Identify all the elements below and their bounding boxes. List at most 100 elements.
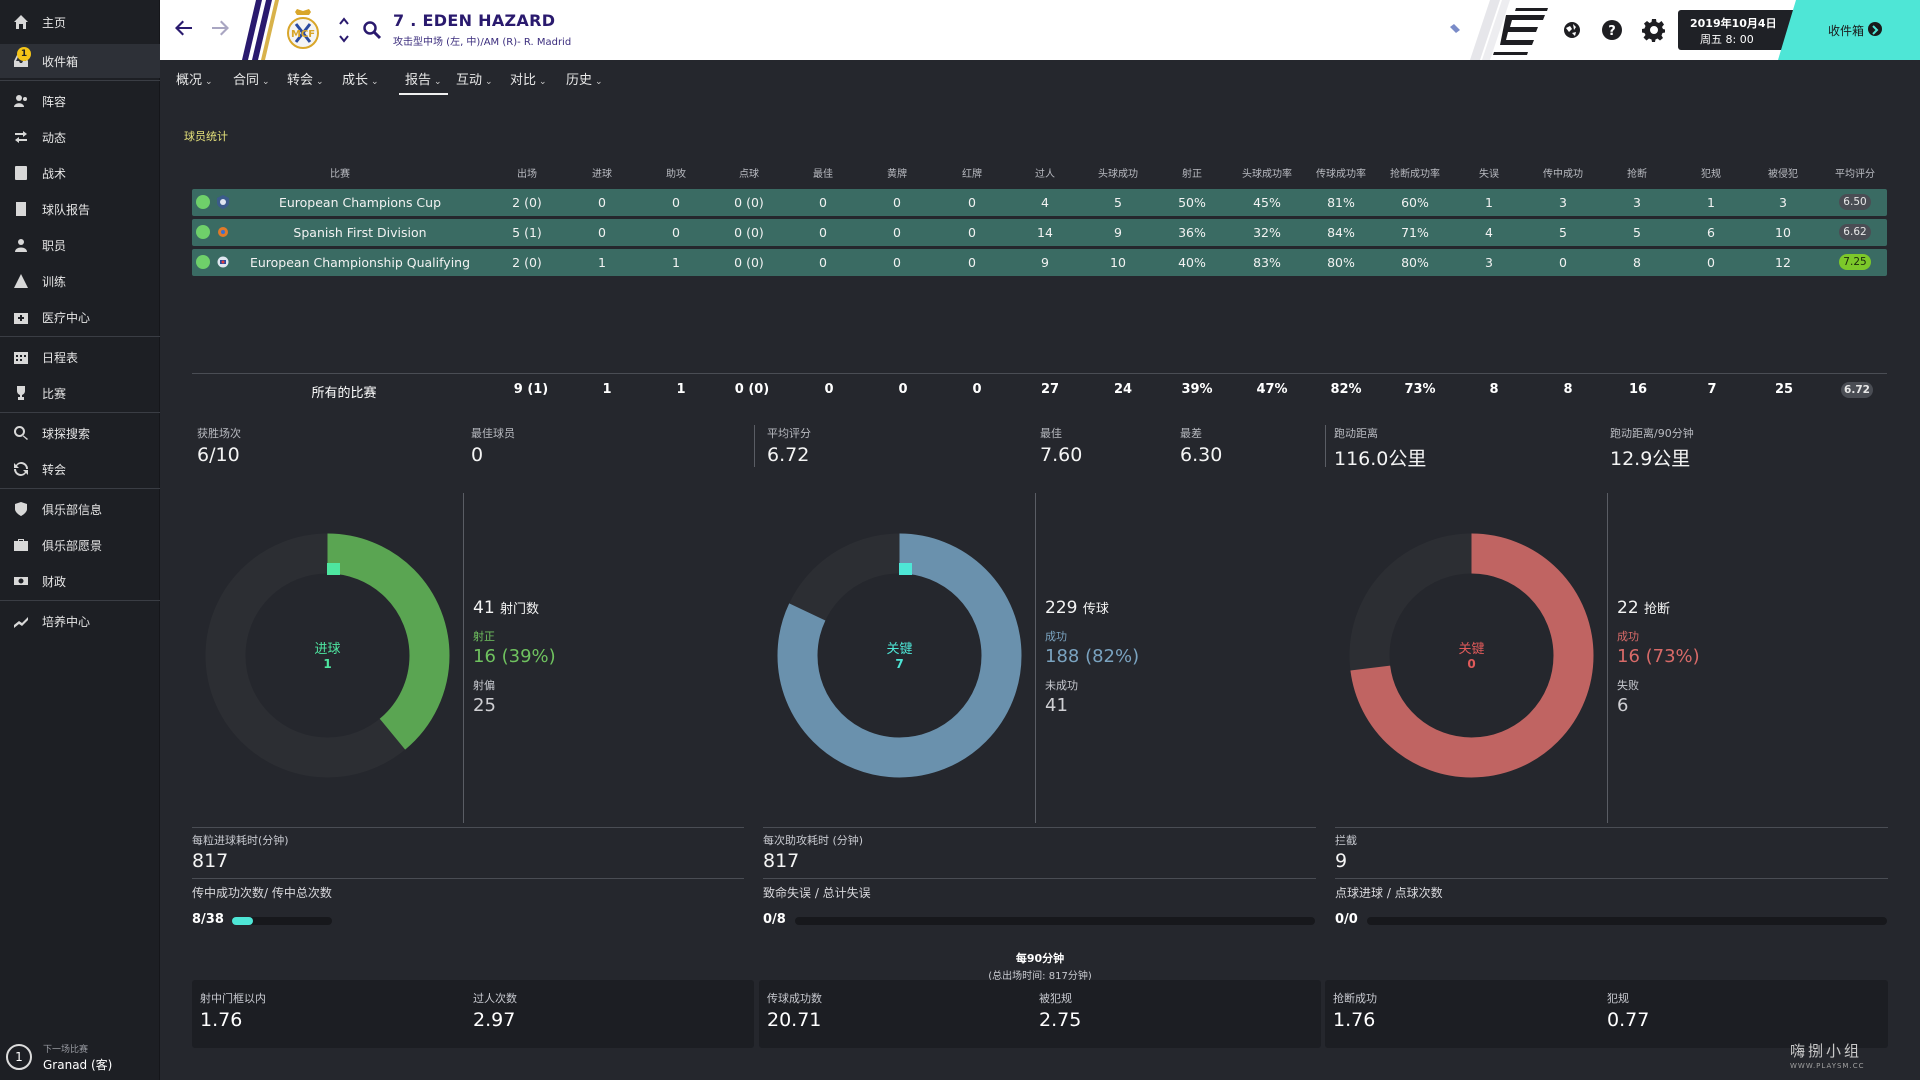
column-header[interactable]: 红牌 bbox=[962, 169, 982, 180]
column-header[interactable]: 黄牌 bbox=[887, 169, 907, 180]
forward-button[interactable] bbox=[208, 16, 236, 44]
sidebar-item-club-info[interactable]: 俱乐部信息 bbox=[0, 492, 160, 526]
column-header[interactable]: 比赛 bbox=[330, 169, 350, 180]
donut-marker bbox=[327, 563, 340, 575]
sidebar-item-calendar[interactable]: 日程表 bbox=[0, 340, 160, 374]
sidebar-item-competitions[interactable]: 比赛 bbox=[0, 376, 160, 410]
sidebar-item-label: 培养中心 bbox=[42, 614, 91, 629]
time-line: 周五 8: 00 bbox=[1700, 33, 1754, 46]
sidebar-divider bbox=[0, 336, 160, 337]
sidebar-item-label: 比赛 bbox=[42, 386, 67, 401]
shots-donut: 进球 1 bbox=[205, 533, 450, 778]
sidebar-item-finances[interactable]: 财政 bbox=[0, 564, 160, 598]
penalties-stat: 点球进球 / 点球次数 0/0 bbox=[1335, 884, 1888, 934]
per90-heading: 每90分钟 (总出场时间: 817分钟) bbox=[988, 952, 1092, 982]
competition-logo-icon bbox=[218, 227, 228, 237]
sidebar-item-label: 球队报告 bbox=[42, 202, 91, 217]
player-position[interactable]: 攻击型中场 (左, 中)/AM (R)- R. Madrid bbox=[393, 37, 572, 48]
sidebar-item-medical[interactable]: 医疗中心 bbox=[0, 300, 160, 334]
sidebar-item-team-report[interactable]: 球队报告 bbox=[0, 192, 160, 226]
home-icon bbox=[10, 11, 32, 33]
stat-average-rating: 平均评分 6.72 bbox=[767, 427, 811, 466]
tab-compare[interactable]: 对比 ⌄ bbox=[510, 73, 547, 88]
help-icon[interactable]: ? bbox=[1600, 18, 1624, 42]
column-header[interactable]: 被侵犯 bbox=[1768, 169, 1798, 180]
sidebar-item-transfers[interactable]: 转会 bbox=[0, 452, 160, 486]
watermark-logo: 嗨捌小组 WWW.PLAYSM.CC bbox=[1790, 1042, 1865, 1070]
table-row[interactable]: European Championship Qualifying 2 (0) 1… bbox=[192, 249, 1887, 276]
column-header[interactable]: 抢断成功率 bbox=[1390, 169, 1440, 180]
sidebar-item-label: 医疗中心 bbox=[42, 310, 91, 325]
tab-contract[interactable]: 合同 ⌄ bbox=[233, 73, 270, 88]
donut-center-label: 进球 1 bbox=[314, 642, 341, 671]
chevron-down-icon: ⌄ bbox=[434, 77, 442, 87]
club-crest-icon[interactable]: MCF bbox=[283, 8, 323, 52]
table-row[interactable]: European Champions Cup 2 (0) 0 0 0 (0) 0… bbox=[192, 189, 1887, 216]
transfer-icon bbox=[10, 458, 32, 480]
divider bbox=[192, 373, 1887, 374]
column-header[interactable]: 最佳 bbox=[813, 169, 833, 180]
totals-row: 所有的比赛 9 (1) 1 1 0 (0) 0 0 0 27 24 39% 47… bbox=[192, 380, 1887, 402]
sidebar-item-dynamics[interactable]: 动态 bbox=[0, 120, 160, 154]
column-header[interactable]: 出场 bbox=[517, 169, 537, 180]
next-match[interactable]: 1 下一场比赛 Granad (客) bbox=[0, 1030, 160, 1080]
column-header[interactable]: 头球成功 bbox=[1098, 169, 1138, 180]
medical-icon bbox=[10, 306, 32, 328]
trophy-icon bbox=[10, 382, 32, 404]
sidebar-item-home[interactable]: 主页 bbox=[0, 5, 160, 39]
sidebar-divider bbox=[0, 600, 160, 601]
divider bbox=[1607, 493, 1608, 823]
sidebar-item-development[interactable]: 培养中心 bbox=[0, 604, 160, 638]
development-icon bbox=[10, 610, 32, 632]
check-icon bbox=[196, 255, 210, 269]
column-header[interactable]: 抢断 bbox=[1627, 169, 1647, 180]
player-switch-icon[interactable] bbox=[338, 16, 350, 44]
column-header[interactable]: 助攻 bbox=[666, 169, 686, 180]
globe-icon[interactable] bbox=[1560, 18, 1584, 42]
per90-box: 传球成功数 20.71 被犯规 2.75 bbox=[759, 980, 1321, 1048]
sidebar-item-squad[interactable]: 阵容 bbox=[0, 84, 160, 118]
sidebar-item-scouting[interactable]: 球探搜索 bbox=[0, 416, 160, 450]
date-display[interactable]: 2019年10月4日 周五 8: 00 bbox=[1678, 10, 1802, 50]
sidebar-item-staff[interactable]: 职员 bbox=[0, 228, 160, 262]
search-icon[interactable] bbox=[362, 20, 382, 40]
tab-development[interactable]: 成长 ⌄ bbox=[342, 73, 379, 88]
column-header[interactable]: 点球 bbox=[739, 169, 759, 180]
column-header[interactable]: 过人 bbox=[1035, 169, 1055, 180]
divider bbox=[1035, 493, 1036, 823]
column-header[interactable]: 传中成功 bbox=[1543, 169, 1583, 180]
errors-progress-bar bbox=[795, 917, 1315, 925]
tab-overview[interactable]: 概况 ⌄ bbox=[176, 73, 213, 88]
header-decoration bbox=[1450, 0, 1548, 60]
errors-stat: 致命失误 / 总计失误 0/8 bbox=[763, 884, 1316, 934]
column-header[interactable]: 传球成功率 bbox=[1316, 169, 1366, 180]
column-header[interactable]: 进球 bbox=[592, 169, 612, 180]
inbox-button[interactable]: 收件箱 bbox=[1778, 0, 1920, 60]
sidebar-item-tactics[interactable]: 战术 bbox=[0, 156, 160, 190]
per90-shots-on-target: 射中门框以内 1.76 bbox=[200, 992, 266, 1031]
column-header[interactable]: 失误 bbox=[1479, 169, 1499, 180]
divider bbox=[763, 878, 1316, 879]
table-row[interactable]: Spanish First Division 5 (1) 0 0 0 (0) 0… bbox=[192, 219, 1887, 246]
per90-box: 射中门框以内 1.76 过人次数 2.97 bbox=[192, 980, 754, 1048]
divider bbox=[1335, 878, 1888, 879]
back-button[interactable] bbox=[172, 16, 200, 44]
sidebar-item-club-vision[interactable]: 俱乐部愿景 bbox=[0, 528, 160, 562]
tab-history[interactable]: 历史 ⌄ bbox=[566, 73, 603, 88]
donut-marker bbox=[899, 563, 912, 575]
sidebar-item-inbox[interactable]: 1 收件箱 bbox=[0, 44, 160, 78]
column-header[interactable]: 射正 bbox=[1182, 169, 1202, 180]
tab-transfer[interactable]: 转会 ⌄ bbox=[287, 73, 324, 88]
sidebar: 主页 1 收件箱 阵容 动态 战术 球队报告 职员 训练 医疗中心 日程表 比赛 bbox=[0, 0, 160, 1080]
tab-reports[interactable]: 报告 ⌄ bbox=[399, 69, 448, 95]
chevron-down-icon: ⌄ bbox=[371, 77, 379, 87]
passes-completed-arc bbox=[777, 533, 1022, 778]
column-header[interactable]: 犯规 bbox=[1701, 169, 1721, 180]
tackles-donut: 关键 0 bbox=[1349, 533, 1594, 778]
sidebar-item-training[interactable]: 训练 bbox=[0, 264, 160, 298]
donut-center-label: 关键 7 bbox=[886, 642, 913, 671]
gear-icon[interactable] bbox=[1642, 18, 1666, 42]
column-header[interactable]: 头球成功率 bbox=[1242, 169, 1292, 180]
tab-interaction[interactable]: 互动 ⌄ bbox=[456, 73, 493, 88]
column-header[interactable]: 平均评分 bbox=[1835, 169, 1875, 180]
